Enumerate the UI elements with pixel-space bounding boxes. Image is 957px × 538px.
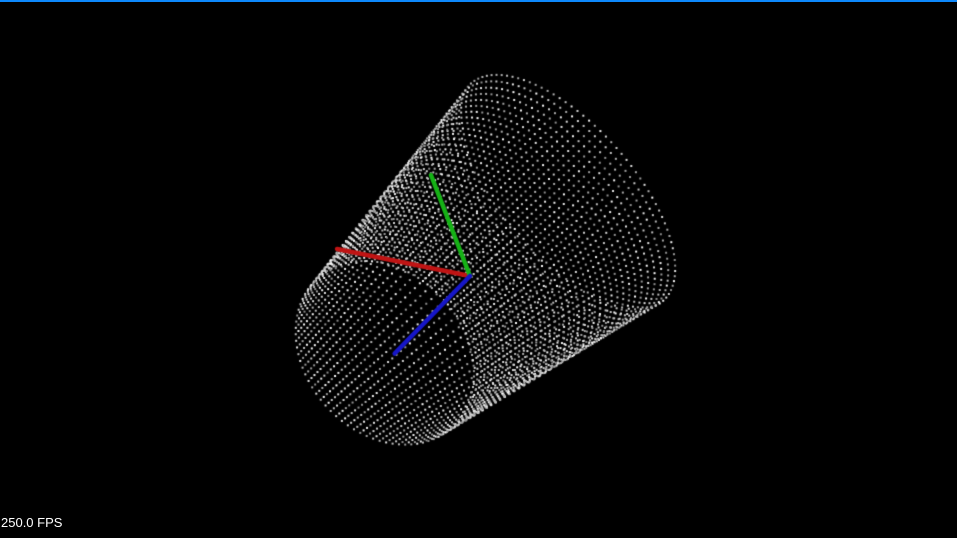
window-focus-border: [0, 0, 957, 2]
fps-counter: 250.0 FPS: [1, 515, 63, 530]
